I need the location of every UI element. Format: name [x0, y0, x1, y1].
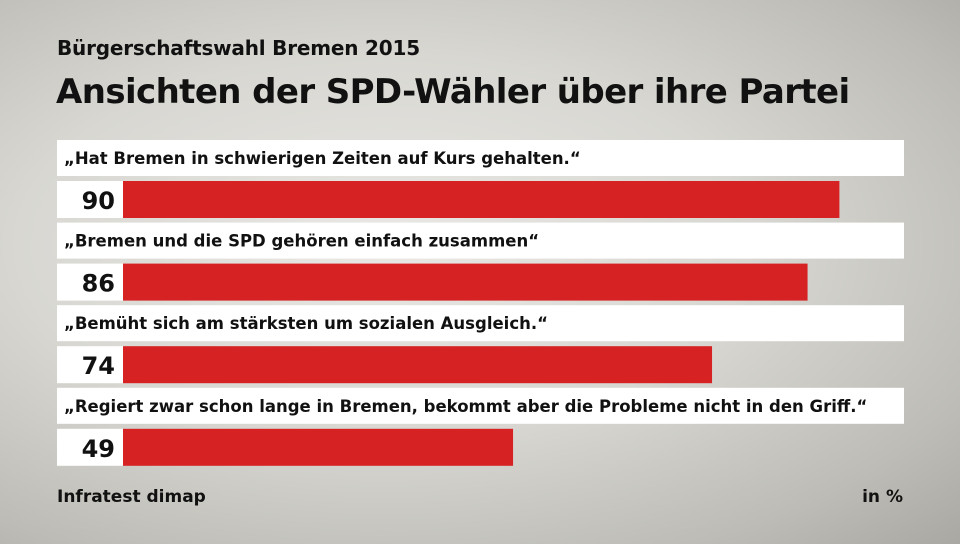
- bar: [123, 346, 713, 384]
- category-label: „Hat Bremen in schwierigen Zeiten auf Ku…: [64, 149, 581, 168]
- unit-label: in %: [862, 487, 903, 507]
- source-label: Infratest dimap: [57, 487, 206, 507]
- bar: [123, 263, 808, 301]
- category-label-bg: [57, 305, 904, 342]
- category-label: „Regiert zwar schon lange in Bremen, bek…: [64, 397, 867, 416]
- value-label-bg: [57, 263, 123, 301]
- value-label-bg: [57, 346, 123, 384]
- value-label: 74: [82, 352, 115, 380]
- category-label-bg: [57, 387, 904, 424]
- value-label: 86: [82, 270, 115, 298]
- bar: [123, 181, 840, 218]
- category-label: „Bemüht sich am stärksten um sozialen Au…: [64, 314, 548, 333]
- category-label-bg: [57, 222, 904, 259]
- category-label-bg: [57, 140, 904, 176]
- category-label: „Bremen und die SPD gehören einfach zusa…: [64, 232, 539, 251]
- chart-subtitle: Bürgerschaftswahl Bremen 2015: [57, 36, 420, 60]
- chart-title: Ansichten der SPD-Wähler über ihre Parte…: [56, 72, 850, 112]
- value-label: 49: [82, 435, 115, 463]
- bar: [123, 428, 514, 466]
- value-label-bg: [57, 428, 123, 466]
- value-label: 90: [82, 187, 115, 215]
- value-label-bg: [57, 181, 123, 218]
